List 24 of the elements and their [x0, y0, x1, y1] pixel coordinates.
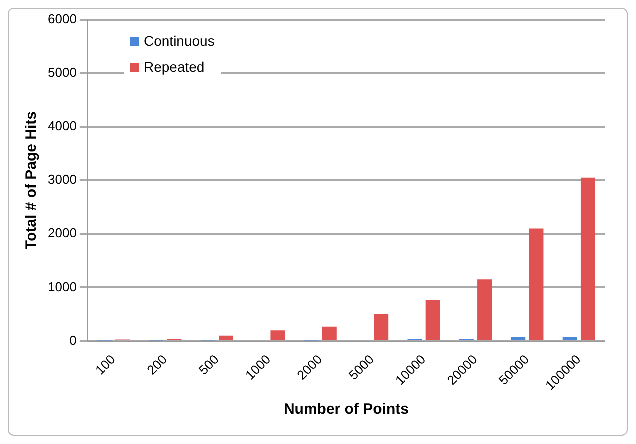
legend-label: Repeated	[144, 59, 205, 75]
x-tick-label: 200	[144, 352, 170, 378]
y-tick-label: 0	[70, 332, 77, 348]
bar	[580, 178, 596, 340]
y-tick-label: 5000	[48, 64, 77, 80]
y-axis-title: Total # of Page Hits	[23, 112, 40, 250]
y-tick-label: 1000	[48, 279, 77, 294]
y-tick-label: 2000	[48, 226, 77, 241]
bar	[219, 336, 234, 340]
bar	[270, 330, 286, 340]
bar	[529, 228, 544, 340]
bar	[374, 314, 389, 340]
x-tick-label: 100	[92, 352, 118, 378]
bar	[511, 338, 526, 340]
y-tick-label: 4000	[48, 118, 77, 134]
x-axis-title: Number of Points	[284, 401, 409, 418]
bar	[426, 300, 440, 340]
x-tick-label: 500	[196, 352, 222, 378]
y-tick-label: 6000	[48, 11, 77, 26]
bar	[478, 280, 492, 340]
legend-label: Continuous	[144, 33, 215, 49]
bar	[322, 326, 337, 340]
y-tick-label: 3000	[48, 172, 77, 188]
bar	[562, 337, 578, 340]
